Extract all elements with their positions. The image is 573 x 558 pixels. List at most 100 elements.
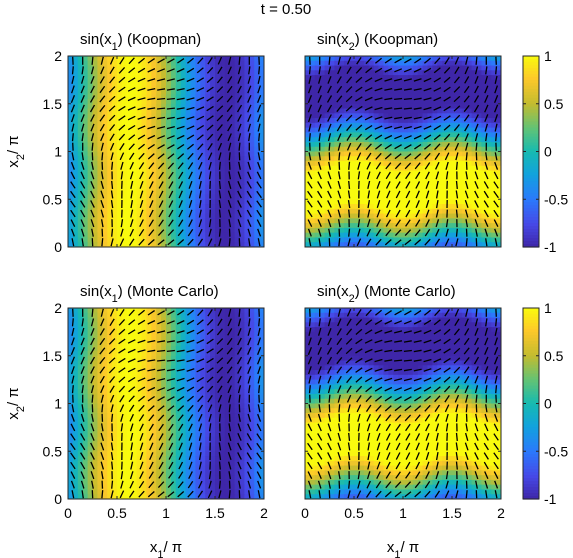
heatmap-cell <box>354 218 360 224</box>
quiver-arrow <box>453 124 460 132</box>
heatmap-cell <box>461 60 468 67</box>
heatmap-cell <box>97 312 103 319</box>
heatmap-cell <box>170 118 177 124</box>
quiver-arrow <box>198 180 202 189</box>
heatmap-cell <box>224 355 231 362</box>
heatmap-cell <box>466 98 473 105</box>
heatmap-cell <box>368 213 375 219</box>
heatmap-cell <box>403 237 409 243</box>
heatmap-cell <box>151 312 157 319</box>
quiver-arrow <box>423 125 432 130</box>
heatmap-cell <box>82 56 89 62</box>
heatmap-cell <box>82 175 89 181</box>
heatmap-cell <box>239 175 245 181</box>
heatmap-cell <box>363 180 370 186</box>
quiver-arrow <box>433 96 442 102</box>
heatmap-cell <box>368 165 375 172</box>
heatmap-cell <box>161 94 167 100</box>
heatmap-cell <box>180 79 187 86</box>
heatmap-cell <box>87 161 94 167</box>
heatmap-cell <box>141 180 147 186</box>
heatmap-cell <box>72 360 79 366</box>
heatmap-cell <box>491 98 497 105</box>
heatmap-cell <box>200 189 206 196</box>
heatmap-cell <box>319 204 326 210</box>
heatmap-cell <box>305 194 311 200</box>
heatmap-cell <box>92 98 98 105</box>
heatmap-cell <box>126 355 133 362</box>
heatmap-cell <box>244 379 250 386</box>
heatmap-cell <box>442 184 448 191</box>
heatmap-cell <box>102 384 108 390</box>
quiver-arrow <box>70 85 75 94</box>
heatmap-cell <box>344 60 350 67</box>
heatmap-cell <box>156 84 162 91</box>
heatmap-cell <box>244 242 250 247</box>
quiver-arrow <box>474 114 479 122</box>
heatmap-cell <box>141 75 147 81</box>
heatmap-cell <box>259 170 264 176</box>
quiver-arrow <box>465 152 468 161</box>
heatmap-cell <box>249 336 255 343</box>
heatmap-cell <box>254 151 260 157</box>
heatmap-cell <box>249 180 255 186</box>
heatmap-cell <box>249 165 255 172</box>
heatmap-cell <box>249 175 255 181</box>
heatmap-cell <box>121 60 128 67</box>
heatmap-cell <box>72 336 79 343</box>
heatmap-cell <box>156 189 162 196</box>
heatmap-cell <box>442 165 448 172</box>
heatmap-cell <box>161 379 167 386</box>
heatmap-cell <box>195 194 201 200</box>
heatmap-cell <box>215 336 221 343</box>
heatmap-cell <box>92 113 98 119</box>
heatmap-cell <box>151 161 157 167</box>
heatmap-cell <box>456 122 463 129</box>
quiver-arrow <box>208 161 212 170</box>
quiver-arrow <box>434 57 441 65</box>
heatmap-cell <box>239 70 245 76</box>
quiver-arrow <box>347 190 351 199</box>
heatmap-cell <box>136 70 143 76</box>
heatmap-cell <box>175 393 182 400</box>
heatmap-cell <box>358 79 365 86</box>
heatmap-cell <box>215 403 221 409</box>
heatmap-cell <box>97 227 103 234</box>
heatmap-cell <box>77 184 84 191</box>
heatmap-cell <box>437 237 443 243</box>
heatmap-cell <box>254 218 260 224</box>
quiver-arrow <box>206 115 214 121</box>
heatmap-cell <box>219 398 226 405</box>
heatmap-cell <box>97 403 103 409</box>
heatmap-cell <box>229 180 236 186</box>
heatmap-cell <box>349 199 355 205</box>
heatmap-cell <box>161 370 167 376</box>
heatmap-cell <box>239 308 245 314</box>
heatmap-cell <box>349 70 355 76</box>
heatmap-cell <box>77 122 84 129</box>
quiver-arrow <box>365 152 372 160</box>
heatmap-cell <box>131 336 138 343</box>
quiver-arrow <box>414 153 422 160</box>
heatmap-cell <box>131 118 138 124</box>
quiver-arrow <box>403 125 412 130</box>
heatmap-cell <box>254 122 260 129</box>
heatmap-cell <box>476 194 482 200</box>
heatmap-cell <box>466 227 473 234</box>
heatmap-cell <box>72 194 79 200</box>
heatmap-cell <box>393 103 399 110</box>
heatmap-cell <box>210 180 216 186</box>
colorbar-cell <box>523 139 539 144</box>
heatmap-cell <box>112 213 118 219</box>
heatmap-cell <box>456 65 463 71</box>
heatmap-cell <box>427 146 433 153</box>
quiver-arrow <box>443 124 451 131</box>
heatmap-cell <box>156 70 162 76</box>
heatmap-cell <box>175 141 182 148</box>
heatmap-cell <box>72 161 79 167</box>
heatmap-cell <box>358 175 365 181</box>
heatmap-cell <box>244 170 250 176</box>
heatmap-cell <box>491 237 497 243</box>
heatmap-cell <box>344 213 350 219</box>
heatmap-cell <box>141 113 147 119</box>
